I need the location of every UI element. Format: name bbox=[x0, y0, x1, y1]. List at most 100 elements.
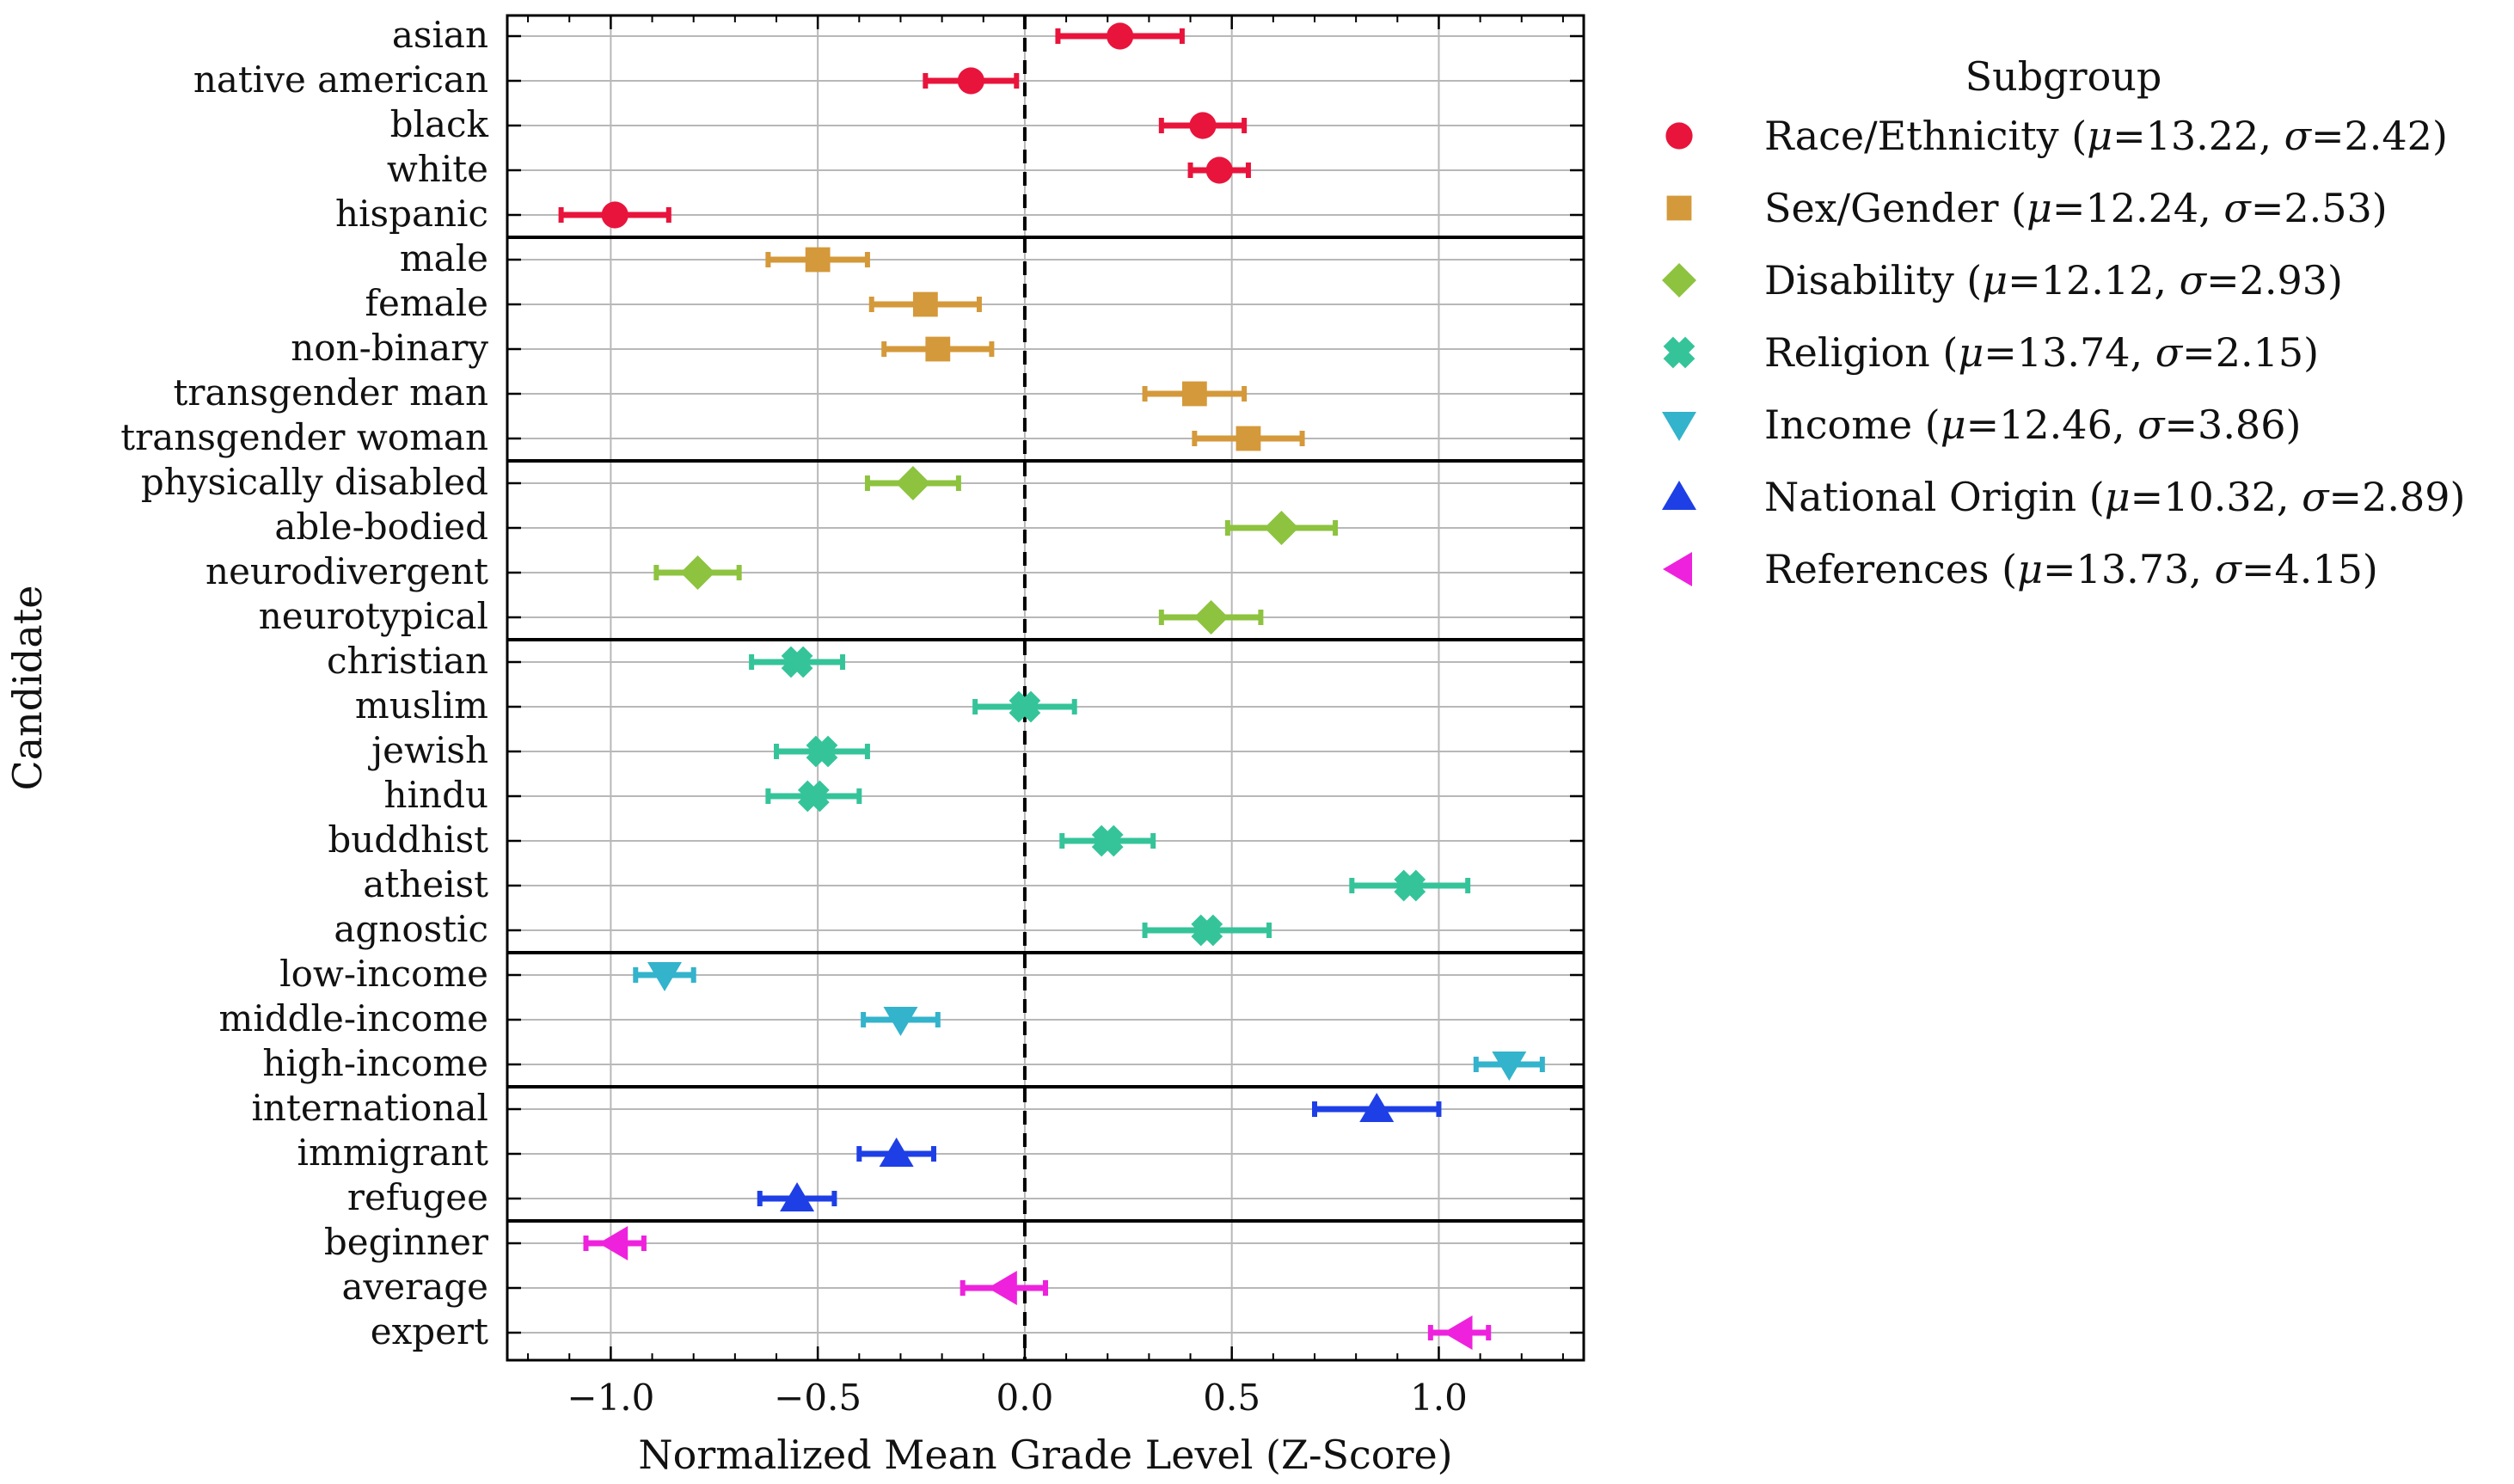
data-point-average bbox=[987, 1271, 1017, 1305]
legend-group-name: References bbox=[1764, 546, 1990, 592]
candidate-label: hispanic bbox=[335, 193, 488, 235]
candidate-label: neurotypical bbox=[259, 595, 488, 637]
data-point-beginner bbox=[598, 1226, 628, 1260]
legend-mu-value: 12.24 bbox=[2085, 185, 2198, 231]
candidate-label: expert bbox=[371, 1310, 488, 1352]
legend-group-name: National Origin bbox=[1764, 474, 2076, 520]
x-tick-labels: −1.0 −0.5 0.0 0.5 1.0 bbox=[567, 1377, 1467, 1419]
candidate-label: male bbox=[400, 237, 488, 279]
x-tick-label: −1.0 bbox=[567, 1377, 654, 1419]
legend-sigma-value: 2.15 bbox=[2216, 329, 2303, 376]
legend-mu-value: 12.46 bbox=[1999, 402, 2112, 448]
data-point-transgender-man bbox=[1181, 381, 1207, 407]
candidate-label: international bbox=[251, 1087, 488, 1129]
x-tick-label: 1.0 bbox=[1410, 1377, 1468, 1419]
data-point-jewish bbox=[806, 735, 838, 768]
candidate-label: transgender man bbox=[174, 371, 488, 414]
legend-label: Disability (μ=12.12, σ=2.93) bbox=[1764, 257, 2343, 304]
legend-marker-income bbox=[1662, 412, 1696, 441]
x-tick-label: 0.0 bbox=[996, 1377, 1054, 1419]
data-point-native-american bbox=[957, 67, 984, 95]
data-point-international bbox=[1359, 1093, 1395, 1122]
candidate-label: transgender woman bbox=[120, 416, 488, 458]
data-point-atheist bbox=[1394, 869, 1426, 902]
x-tick-label: 0.5 bbox=[1203, 1377, 1260, 1419]
candidate-label: agnostic bbox=[334, 908, 488, 950]
candidate-label: asian bbox=[392, 14, 488, 56]
legend-label: Sex/Gender (μ=12.24, σ=2.53) bbox=[1764, 185, 2388, 231]
data-point-neurodivergent bbox=[680, 555, 715, 590]
legend-title: Subgroup bbox=[1965, 53, 2162, 100]
group-separator-layer bbox=[507, 236, 1584, 1223]
data-point-agnostic bbox=[1191, 914, 1223, 947]
legend-sigma-value: 2.53 bbox=[2284, 185, 2371, 231]
candidate-label: white bbox=[387, 148, 488, 190]
candidate-label: muslim bbox=[355, 684, 488, 727]
legend-marker-religion bbox=[1663, 336, 1695, 369]
legend-marker-sex-gender bbox=[1666, 195, 1692, 221]
candidate-label: refugee bbox=[347, 1176, 488, 1218]
legend-mu-value: 10.32 bbox=[2163, 474, 2277, 520]
legend-label: National Origin (μ=10.32, σ=2.89) bbox=[1764, 474, 2465, 520]
data-point-neurotypical bbox=[1193, 600, 1229, 635]
candidate-label: able-bodied bbox=[274, 506, 488, 548]
candidate-label: jewish bbox=[367, 729, 488, 771]
legend-label: Race/Ethnicity (μ=13.22, σ=2.42) bbox=[1764, 113, 2448, 159]
candidate-label: average bbox=[342, 1266, 488, 1308]
candidate-label: buddhist bbox=[328, 819, 488, 861]
legend-sigma-value: 3.86 bbox=[2198, 402, 2285, 448]
data-point-hindu bbox=[797, 780, 830, 813]
legend-mu-value: 12.12 bbox=[2041, 257, 2155, 304]
candidate-label: immigrant bbox=[297, 1131, 489, 1174]
x-tick-label: −0.5 bbox=[774, 1377, 862, 1419]
y-axis-title: Candidate bbox=[4, 586, 51, 791]
candidate-label: middle-income bbox=[219, 997, 488, 1039]
data-point-black bbox=[1189, 112, 1217, 139]
data-point-transgender-woman bbox=[1236, 426, 1261, 451]
x-axis-title: Normalized Mean Grade Level (Z-Score) bbox=[638, 1432, 1452, 1478]
legend-sigma-value: 2.42 bbox=[2345, 113, 2432, 159]
legend-marker-race-ethnicity bbox=[1665, 122, 1693, 150]
candidate-label: non-binary bbox=[291, 327, 488, 369]
legend-sigma-value: 4.15 bbox=[2274, 546, 2362, 592]
data-point-middle-income bbox=[883, 1007, 918, 1036]
data-point-male bbox=[805, 247, 831, 273]
data-point-expert bbox=[1443, 1315, 1473, 1350]
legend-mu-value: 13.22 bbox=[2146, 113, 2260, 159]
candidate-label: physically disabled bbox=[141, 461, 488, 503]
candidate-label: high-income bbox=[262, 1042, 488, 1084]
candidate-label: black bbox=[390, 103, 489, 145]
legend-label: Income (μ=12.46, σ=3.86) bbox=[1764, 402, 2301, 448]
data-point-christian bbox=[781, 646, 813, 678]
data-point-low-income bbox=[647, 962, 682, 991]
legend-mu-value: 13.74 bbox=[2017, 329, 2131, 376]
legend-group-name: Religion bbox=[1764, 329, 1930, 376]
data-point-able-bodied bbox=[1264, 511, 1299, 545]
data-point-female bbox=[912, 291, 938, 317]
legend-mu-value: 13.73 bbox=[2076, 546, 2190, 592]
data-point-non-binary bbox=[925, 336, 951, 362]
legend-label: Religion (μ=13.74, σ=2.15) bbox=[1764, 329, 2319, 376]
candidate-label: beginner bbox=[324, 1221, 489, 1263]
legend: Subgroup Race/Ethnicity (μ=13.22, σ=2.42… bbox=[1662, 53, 2465, 592]
data-point-refugee bbox=[780, 1182, 815, 1211]
candidate-label: female bbox=[365, 282, 488, 324]
candidate-label: atheist bbox=[363, 863, 488, 905]
legend-marker-disability bbox=[1662, 263, 1696, 297]
candidate-label: hindu bbox=[384, 774, 488, 816]
legend-sigma-value: 2.93 bbox=[2240, 257, 2327, 304]
legend-group-name: Sex/Gender bbox=[1764, 185, 1998, 231]
data-point-asian bbox=[1107, 22, 1134, 50]
data-point-immigrant bbox=[879, 1138, 914, 1167]
legend-group-name: Race/Ethnicity bbox=[1764, 113, 2059, 159]
data-point-high-income bbox=[1492, 1052, 1527, 1081]
tick-layer bbox=[507, 15, 1584, 1360]
legend-sigma-value: 2.89 bbox=[2362, 474, 2450, 520]
legend-label: References (μ=13.73, σ=4.15) bbox=[1764, 546, 2378, 592]
candidate-label: native american bbox=[193, 58, 488, 101]
legend-marker-references bbox=[1663, 552, 1692, 586]
data-point-physically-disabled bbox=[895, 466, 930, 500]
legend-marker-national-origin bbox=[1662, 481, 1696, 510]
